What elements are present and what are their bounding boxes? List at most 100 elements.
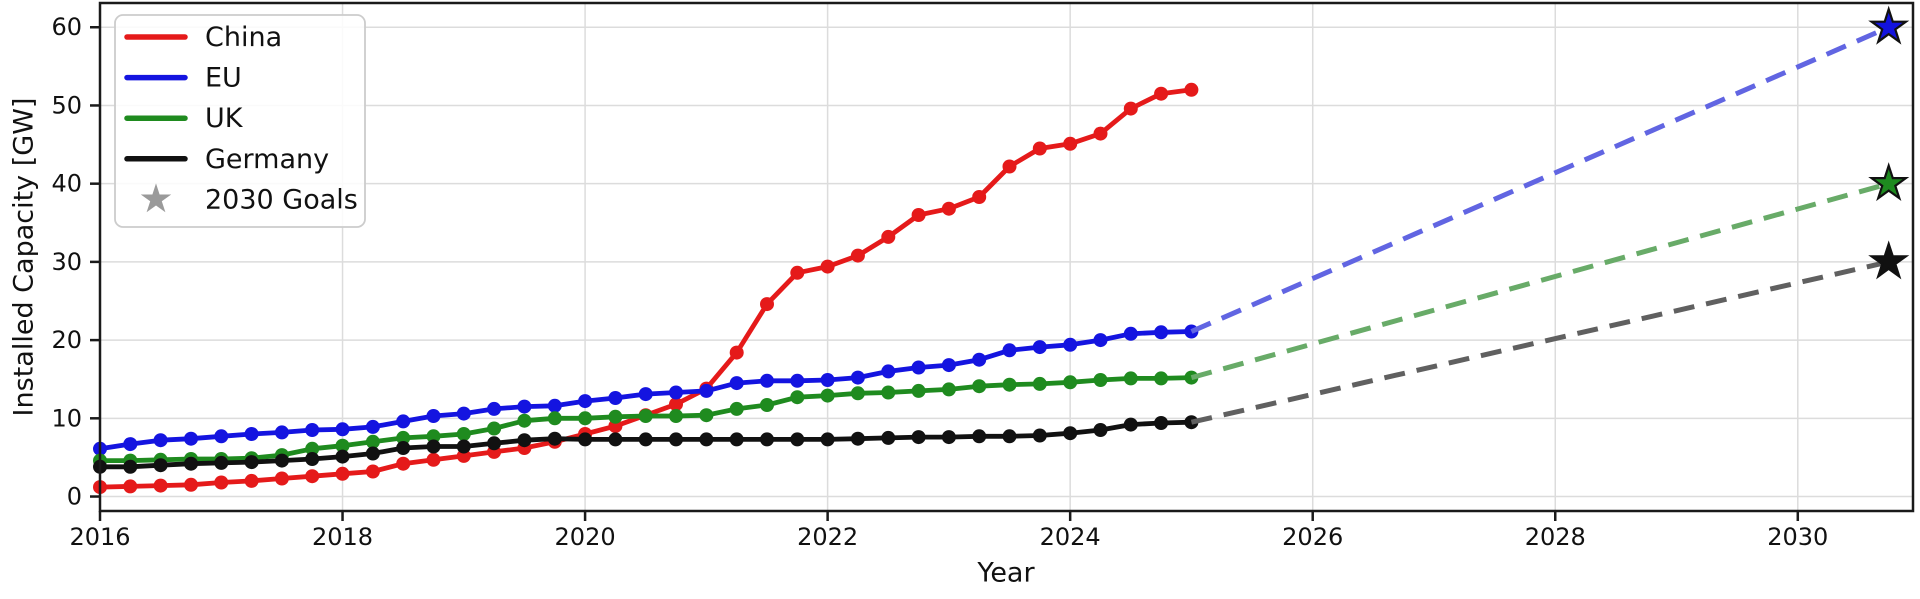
data-point-china [850,248,865,263]
data-point-germany [517,433,532,448]
y-tick-label: 30 [51,248,82,276]
legend-box [114,14,366,228]
data-point-germany [1032,428,1047,443]
data-point-germany [1154,416,1169,430]
data-point-eu [214,429,229,444]
data-point-germany [669,432,683,447]
data-point-china [244,473,259,488]
data-point-eu [972,352,987,367]
data-point-uk [487,421,502,436]
data-point-uk [760,398,774,412]
data-point-germany [123,459,138,474]
data-point-eu [335,422,350,437]
data-point-china [153,478,168,493]
axis-ticks: 2016 2018 2020 2022 2024 2026 2028 203001020304… [51,13,1828,551]
data-point-eu [517,399,532,414]
data-point-china [365,464,380,479]
data-point-uk [911,383,926,398]
legend-item-2030-goals: 2030 Goals [140,183,358,215]
legend-label: UK [205,103,244,134]
data-point-uk [941,382,956,397]
data-point-germany [638,432,653,447]
data-point-uk [699,408,714,423]
data-point-germany [1184,415,1199,430]
data-point-uk [396,430,411,445]
data-point-germany [244,455,259,470]
goal-star-eu [1868,5,1910,45]
data-point-eu [608,391,623,405]
legend-item-eu: EU [124,63,242,94]
data-point-eu [365,419,380,434]
data-point-germany [911,430,926,445]
data-point-uk [456,427,471,441]
data-point-germany [1123,417,1138,432]
y-axis-title: Installed Capacity [GW] [8,97,40,417]
data-point-germany [729,432,744,447]
data-point-uk [578,411,593,426]
data-point-eu [1032,340,1047,355]
data-point-eu [881,364,896,379]
data-point-china [941,201,956,216]
x-tick-label: 2018 [312,523,373,551]
x-tick-label: 2022 [797,523,858,551]
data-point-eu [699,383,714,398]
goal-star-germany [1868,240,1910,280]
data-point-china [1184,82,1199,97]
data-point-china [305,469,320,484]
data-point-germany [972,429,987,444]
data-point-china [274,471,289,486]
legend-item-china: China [124,22,282,53]
data-point-china [1123,101,1138,116]
data-point-china [669,397,683,412]
data-point-china [881,229,896,244]
data-point-eu [578,394,593,409]
y-tick-label: 60 [51,13,82,41]
data-point-germany [547,431,562,446]
legend-label: Germany [205,144,329,175]
data-point-germany [335,449,350,464]
data-point-china [972,190,987,204]
data-point-uk [850,386,865,401]
data-point-eu [153,433,168,448]
y-tick-label: 10 [51,404,82,432]
data-point-eu [456,406,471,421]
data-point-germany [274,453,289,468]
data-point-eu [244,427,259,441]
data-point-china [1032,141,1047,156]
projection-uk [1190,162,1910,381]
x-tick-label: 2020 [555,523,616,551]
data-point-germany [941,430,956,445]
data-point-china [1093,126,1108,141]
legend-label: EU [205,63,242,94]
data-point-germany [365,446,380,461]
legend-item-germany: Germany [124,144,329,175]
x-tick-label: 2016 [69,523,130,551]
data-point-germany [1063,426,1078,441]
data-point-eu [396,414,411,429]
data-point-uk [1063,375,1078,390]
data-point-uk [972,379,987,394]
data-point-germany [1093,423,1108,437]
projection-line-eu [1190,24,1890,334]
projection-line-uk [1190,181,1890,381]
data-point-germany [153,458,168,473]
legend-label: 2030 Goals [205,184,358,215]
data-point-germany [699,432,714,447]
data-point-uk [820,388,835,403]
data-point-china [1002,159,1017,174]
data-point-eu [1063,337,1078,352]
y-tick-label: 50 [51,91,82,119]
projection-eu [1190,5,1910,334]
series-uk [93,370,1199,468]
data-point-eu [184,431,198,446]
data-point-germany [396,441,411,455]
data-point-china [184,477,198,492]
data-point-eu [820,373,835,387]
data-point-uk [547,411,562,426]
series-eu [93,324,1199,456]
data-point-germany [184,456,198,471]
data-point-china [790,265,805,280]
data-point-eu [1123,326,1138,341]
data-point-uk [365,434,380,449]
data-point-uk [517,413,532,428]
